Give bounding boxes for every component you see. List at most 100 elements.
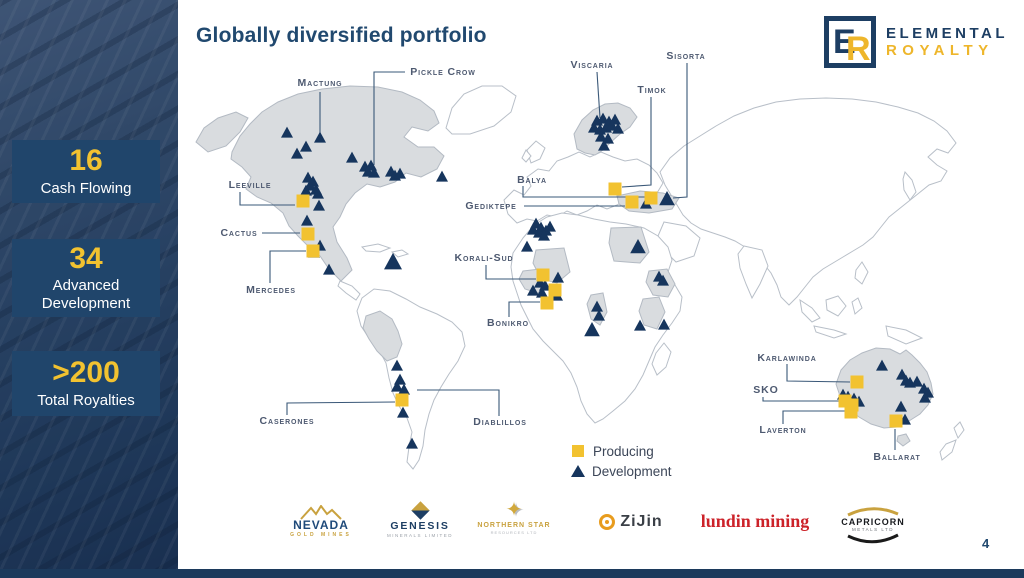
- map-label-leeville: Leeville: [228, 179, 272, 191]
- development-marker: [291, 147, 303, 159]
- development-marker: [313, 199, 325, 211]
- stat-value: 16: [69, 144, 103, 178]
- callout-korali-sud: [485, 265, 536, 280]
- diamond-icon: [410, 501, 430, 520]
- development-marker: [658, 318, 670, 330]
- callout-mercedes: [269, 250, 306, 283]
- stat-cash-flowing: 16 Cash Flowing: [12, 140, 160, 203]
- callout-caserones: [286, 401, 396, 415]
- map-label-diablillos: Diablillos: [473, 416, 527, 428]
- development-marker: [391, 380, 403, 392]
- callout-leeville: [239, 192, 295, 206]
- development-marker: [539, 279, 551, 291]
- producing-square-icon: [572, 445, 584, 457]
- development-marker: [365, 159, 377, 171]
- legend-development-label: Development: [592, 463, 672, 479]
- stat-value: >200: [52, 356, 120, 390]
- producing-marker: [608, 182, 622, 196]
- map-label-sko: SKO: [753, 384, 779, 396]
- logo-line1: ELEMENTAL: [885, 25, 1008, 42]
- producing-marker: [889, 414, 903, 428]
- development-marker: [630, 238, 646, 254]
- development-marker: [406, 437, 418, 449]
- development-marker: [853, 395, 865, 407]
- development-marker: [323, 263, 335, 275]
- development-marker: [314, 239, 326, 251]
- map-label-caserones: Caserones: [259, 415, 315, 427]
- partner-name: NORTHERN STAR: [477, 522, 551, 529]
- callout-laverton: [782, 410, 845, 424]
- company-logo: E R ELEMENTAL ROYALTY: [823, 16, 1008, 68]
- development-marker: [919, 391, 931, 403]
- swoosh-icon: [847, 507, 899, 544]
- callout-timok: [621, 97, 652, 188]
- development-marker: [300, 184, 312, 196]
- development-marker: [544, 220, 556, 232]
- development-marker: [895, 400, 907, 412]
- partner-name: GENESIS: [390, 520, 450, 532]
- logo-letter-r: R: [845, 30, 871, 68]
- map-label-balya: Balya: [517, 174, 547, 186]
- callout-lines: [239, 63, 896, 450]
- partner-logo-northern-star: ✦ NORTHERN STAR RESOURCES LTD: [477, 500, 551, 535]
- partner-logo-zijin: ZiJin: [592, 513, 670, 531]
- development-marker: [281, 126, 293, 138]
- map-label-cactus: Cactus: [220, 227, 258, 239]
- producing-marker: [625, 195, 639, 209]
- map-label-timok: Timok: [637, 84, 667, 96]
- development-marker: [521, 240, 533, 252]
- stat-label: Cash Flowing: [40, 179, 132, 197]
- development-marker: [398, 383, 410, 395]
- development-marker: [896, 368, 908, 380]
- development-marker: [602, 132, 614, 144]
- producing-marker: [395, 393, 409, 407]
- producing-marker: [296, 194, 310, 208]
- map-legend: Producing Development: [571, 441, 672, 481]
- logo-letter-e: E: [832, 23, 856, 61]
- development-triangle-icon: [571, 465, 585, 477]
- mountain-icon: [300, 505, 342, 520]
- producing-marker: [548, 283, 562, 297]
- map-label-korali-sud: Korali-Sud: [454, 252, 514, 264]
- map-label-viscaria: Viscaria: [570, 59, 614, 71]
- stat-value: 34: [69, 241, 103, 275]
- stat-label: Total Royalties: [37, 391, 135, 409]
- producing-marker: [850, 375, 864, 389]
- map-label-pickle-crow: Pickle Crow: [410, 66, 476, 78]
- development-marker: [527, 223, 539, 235]
- development-marker: [536, 286, 548, 298]
- map-label-ballarat: Ballarat: [873, 451, 921, 463]
- producing-marker: [301, 227, 315, 241]
- development-marker: [591, 300, 603, 312]
- partner-subtitle: RESOURCES LTD: [490, 530, 538, 535]
- development-marker: [584, 321, 600, 337]
- callout-bonikro: [508, 301, 540, 317]
- er-logo-icon: E R: [823, 16, 876, 68]
- partner-logo-genesis: GENESIS MINERALS LIMITED: [381, 501, 459, 538]
- partner-subtitle: MINERALS LIMITED: [386, 533, 453, 538]
- stat-total-royalties: >200 Total Royalties: [12, 351, 160, 416]
- producing-marker: [536, 268, 550, 282]
- development-marker: [391, 359, 403, 371]
- development-marker: [904, 376, 916, 388]
- development-marker: [911, 375, 923, 387]
- partner-name: ZiJin: [620, 513, 663, 530]
- producing-marker: [540, 296, 554, 310]
- page-title: Globally diversified portfolio: [196, 24, 487, 47]
- callout-pickle-crow: [373, 71, 405, 165]
- development-marker: [436, 170, 448, 182]
- partner-logo-capricorn-metals: CAPRICORN METALS LTD: [835, 503, 911, 544]
- development-marker: [609, 113, 621, 125]
- development-marker: [657, 274, 669, 286]
- partner-name: NEVADA: [293, 518, 349, 532]
- development-marker: [397, 406, 409, 418]
- development-marker: [634, 319, 646, 331]
- partner-logo-lundin-mining: lundin mining: [694, 511, 816, 532]
- partner-subtitle: GOLD MINES: [290, 532, 352, 538]
- map-label-sisorta: Sisorta: [666, 50, 706, 62]
- stat-advanced-development: 34 Advanced Development: [12, 239, 160, 317]
- development-marker: [552, 271, 564, 283]
- callout-balya: [522, 186, 645, 198]
